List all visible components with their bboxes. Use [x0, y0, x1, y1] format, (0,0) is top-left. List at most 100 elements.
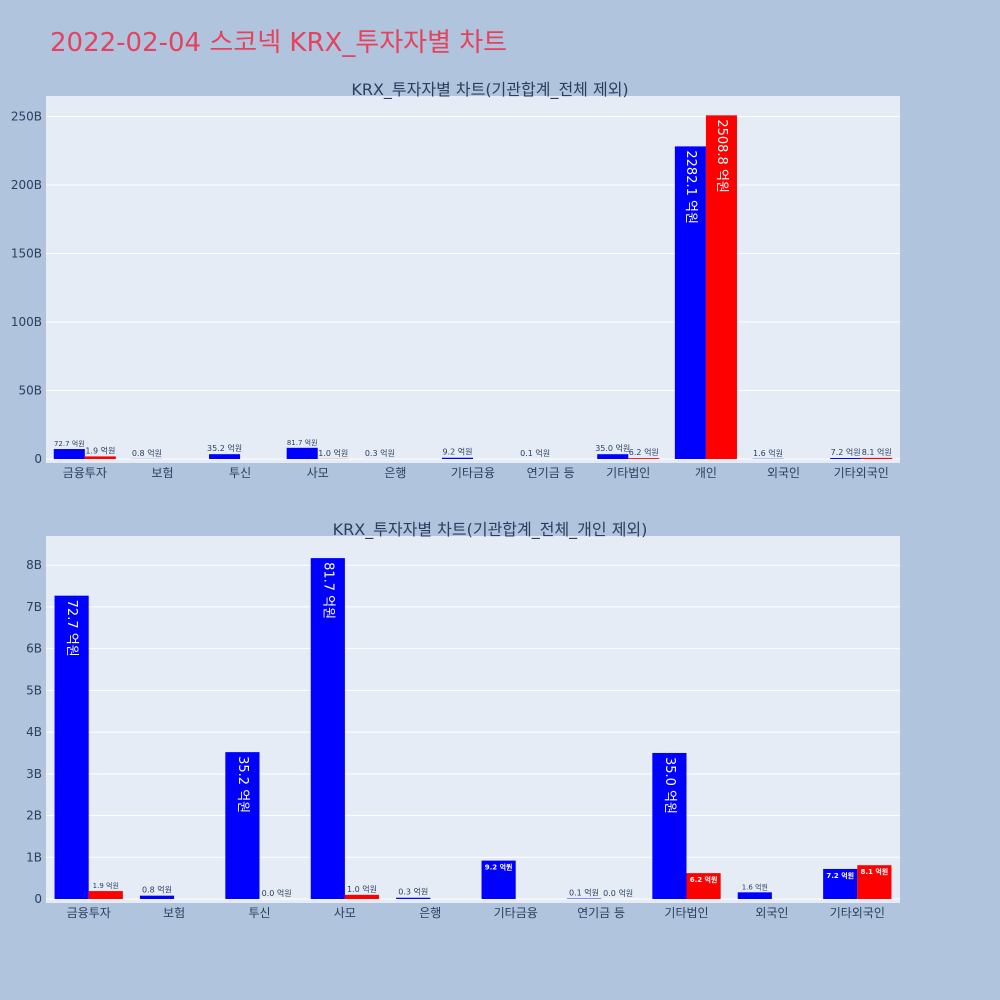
data-label: 72.7 억원	[64, 600, 79, 657]
bar	[481, 860, 516, 899]
bar	[396, 897, 431, 899]
x-tick-label: 기타법인	[606, 466, 650, 480]
data-label: 0.0 억원	[262, 888, 292, 898]
data-label: 35.2 억원	[235, 756, 250, 813]
x-tick-label: 은행	[419, 905, 441, 920]
y-tick-label: 1B	[26, 850, 42, 864]
data-label: 9.2 억원	[485, 863, 513, 872]
bar	[53, 449, 85, 459]
x-tick-label: 연기금 등	[527, 466, 575, 480]
bar	[209, 454, 241, 459]
x-tick-label: 금융투자	[67, 906, 111, 920]
plot-area	[46, 536, 900, 903]
data-label: 1.6 억원	[742, 882, 768, 891]
data-label: 81.7 억원	[287, 438, 318, 447]
x-tick-label: 기타금융	[494, 906, 538, 920]
x-tick-label: 사모	[307, 466, 329, 480]
bar	[139, 895, 175, 899]
y-tick-label: 250B	[11, 110, 42, 124]
x-tick-label: 투신	[229, 466, 251, 480]
y-tick-label: 0	[34, 452, 42, 466]
x-tick-label: 사모	[334, 906, 356, 920]
bar	[310, 558, 345, 899]
data-label: 8.1 억원	[861, 867, 889, 876]
data-label: 1.0 억원	[318, 448, 348, 458]
bar	[861, 457, 893, 459]
bar	[597, 454, 629, 459]
data-label: 9.2 억원	[442, 447, 472, 457]
x-tick-label: 기타외국인	[830, 906, 885, 920]
y-tick-label: 3B	[26, 767, 42, 781]
chart-1: 0 50B 100B 150B 200B 250B KRX_투자자별 차트(기관합계_전체 …	[11, 80, 900, 480]
y-tick-label: 200B	[11, 178, 42, 192]
y-tick-label: 4B	[26, 725, 42, 739]
plot-area	[46, 96, 900, 463]
x-tick-label: 기타외국인	[834, 466, 889, 480]
x-tick-label: 은행	[384, 465, 406, 480]
data-label: 2282.1 억원	[683, 150, 698, 224]
data-label: 1.6 억원	[753, 448, 783, 458]
data-label: 0.0 억원	[603, 888, 633, 898]
bar	[88, 891, 123, 899]
x-tick-label: 외국인	[767, 466, 800, 480]
chart-title: KRX_투자자별 차트(기관합계_전체_개인 제외)	[333, 520, 648, 540]
x-tick-label: 투신	[248, 906, 270, 920]
data-label: 2508.8 억원	[714, 119, 729, 193]
x-tick-label: 기타법인	[664, 906, 708, 920]
bar	[737, 892, 772, 899]
x-tick-label: 연기금 등	[577, 906, 625, 920]
bar	[652, 752, 687, 899]
data-label: 8.1 억원	[862, 447, 892, 457]
data-label: 7.2 억원	[831, 447, 861, 457]
data-label: 0.8 억원	[132, 448, 162, 458]
bar	[628, 458, 660, 459]
page-title: 2022-02-04 스코넥 KRX_투자자별 차트	[50, 28, 508, 58]
y-tick-label: 150B	[11, 247, 42, 261]
data-label: 35.0 억원	[662, 757, 677, 814]
data-label: 6.2 억원	[629, 447, 659, 457]
bar	[286, 447, 318, 459]
y-tick-label: 6B	[26, 642, 42, 656]
bar	[830, 458, 862, 459]
data-label: 81.7 억원	[320, 562, 335, 619]
data-label: 1.0 억원	[347, 884, 377, 894]
y-tick-label: 50B	[18, 384, 42, 398]
data-label: 1.9 억원	[85, 445, 115, 455]
data-label: 0.1 억원	[520, 448, 550, 458]
y-tick-label: 2B	[26, 809, 42, 823]
bar	[54, 595, 89, 899]
data-label: 0.1 억원	[569, 888, 599, 898]
data-label: 0.3 억원	[365, 448, 395, 458]
data-label: 6.2 억원	[690, 875, 718, 884]
bar	[857, 865, 892, 899]
y-tick-label: 7B	[26, 600, 42, 614]
x-tick-label: 외국인	[755, 906, 788, 920]
bar	[674, 146, 706, 459]
data-label: 35.2 억원	[207, 443, 242, 453]
bar	[84, 456, 116, 459]
chart-2: 0 1B 2B 3B 4B 5B 6B 7B 8B KRX_투자자별 차트(기관합계_전체_개인 …	[26, 520, 900, 920]
bar	[225, 752, 260, 899]
x-tick-label: 기타금융	[451, 466, 495, 480]
data-label: 7.2 억원	[826, 871, 854, 880]
y-tick-label: 8B	[26, 558, 42, 572]
bar	[705, 115, 737, 459]
y-tick-label: 0	[34, 892, 42, 906]
x-tick-label: 금융투자	[63, 466, 107, 480]
chart-title: KRX_투자자별 차트(기관합계_전체 제외)	[351, 80, 628, 100]
bar	[441, 457, 473, 459]
bar	[344, 894, 380, 899]
bar	[823, 868, 858, 899]
data-label: 72.7 억원	[54, 439, 85, 448]
data-label: 0.3 억원	[398, 887, 428, 897]
x-tick-label: 보험	[163, 906, 185, 920]
x-tick-label: 보험	[151, 466, 173, 480]
data-label: 35.0 억원	[595, 443, 630, 453]
data-label: 0.8 억원	[142, 885, 172, 895]
x-tick-label: 개인	[695, 466, 717, 480]
y-tick-label: 5B	[26, 683, 42, 697]
y-tick-label: 100B	[11, 315, 42, 329]
data-label: 1.9 억원	[93, 881, 119, 890]
bar	[686, 873, 721, 899]
